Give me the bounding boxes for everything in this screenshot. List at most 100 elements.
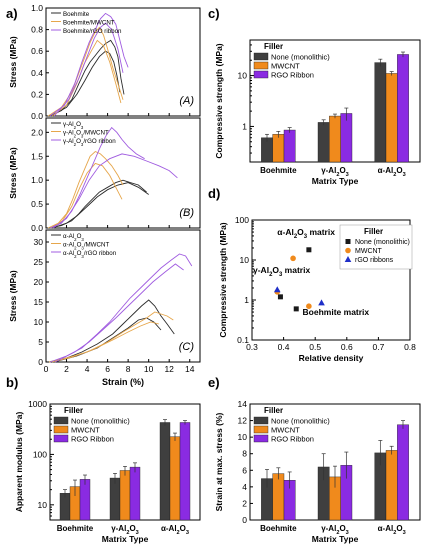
x-tick-label: 8 — [126, 364, 131, 374]
legend-label: γ-Al2O3/MWCNT — [63, 130, 109, 139]
y-tick-label: 10 — [34, 317, 44, 327]
x-tick-label: 4 — [85, 364, 90, 374]
x-tick-label: 10 — [144, 364, 154, 374]
y-axis-label: Compressive strength (MPa) — [218, 222, 228, 337]
y-tick-label: 0.2 — [31, 89, 43, 99]
bar — [374, 62, 387, 163]
subplot-frame — [45, 117, 201, 229]
legend-box — [339, 224, 413, 270]
x-axis-label: Matrix Type — [102, 534, 149, 544]
bar — [119, 470, 131, 521]
y-tick-label: 5 — [38, 337, 43, 347]
data-point — [290, 255, 296, 262]
bar — [272, 473, 285, 521]
y-tick-label: 0 — [38, 357, 43, 367]
y-tick-label: 0.6 — [31, 46, 43, 56]
subplot-tag: (A) — [179, 95, 194, 107]
stress-strain-curve — [49, 179, 147, 229]
legend-label: None (monolithic) — [271, 417, 330, 426]
plot-frame — [251, 219, 411, 341]
subplot-frame — [45, 7, 201, 117]
x-tick-label: 0.8 — [404, 342, 416, 352]
legend-swatch — [53, 416, 69, 425]
stress-strain-subplot-3: 0 5 10 15 20 25 30 α-Al2O3α-Al2O3/MWCNTα-Al2O3/… — [8, 229, 201, 367]
legend-swatch — [253, 425, 269, 434]
y-tick-label: 10 — [238, 71, 248, 81]
legend-label: MWCNT — [271, 426, 300, 435]
x-axis-label: Strain (%) — [102, 377, 144, 387]
category-label: Boehmite — [260, 166, 297, 175]
y-tick-label: 14 — [238, 399, 248, 409]
y-tick-label: 0.0 — [31, 111, 43, 121]
bar — [397, 54, 409, 163]
legend-label: RGO Ribbon — [71, 435, 114, 444]
stress-strain-curve — [49, 253, 193, 363]
legend-label: Boehmite — [63, 11, 90, 18]
bar-chart-e: 0 2 4 6 8 10 12 14 Boehmite γ-Al2O3 α-Al2O3 Matrix … — [214, 399, 421, 544]
stress-strain-curve — [49, 12, 129, 117]
bar-chart-b: 10 100 1000 Boehmite γ-Al2O3 α-Al2O3 Matrix Ty… — [14, 399, 201, 544]
legend-swatch — [53, 425, 69, 434]
category-label: Boehmite — [57, 524, 94, 533]
legend-swatch — [253, 70, 269, 79]
legend-title: Filler — [264, 406, 283, 415]
x-tick-label: 2 — [64, 364, 69, 374]
bar — [129, 466, 141, 521]
x-axis-label: Matrix Type — [312, 176, 359, 186]
legend-swatch — [253, 434, 269, 443]
stress-strain-subplot-2: 0.0 0.5 1.0 1.5 2.0 γ-Al2O3γ-Al2O3/MWCNTγ-Al2… — [8, 117, 201, 233]
x-tick-label: 12 — [164, 364, 174, 374]
x-axis-label: Relative density — [299, 353, 364, 363]
legend-swatch — [253, 416, 269, 425]
region-annotation: γ-Al2O3 matrix — [253, 265, 310, 278]
x-tick-label: 0.5 — [309, 342, 321, 352]
legend-marker — [345, 239, 351, 244]
y-tick-label: 10 — [240, 255, 250, 265]
subplot-frame — [45, 229, 201, 363]
stress-strain-curve — [47, 26, 124, 117]
legend-marker — [344, 256, 352, 262]
panel-label-c: c) — [208, 6, 220, 21]
bar — [159, 422, 171, 521]
y-tick-label: 10 — [238, 432, 248, 442]
legend-label: MWCNT — [271, 62, 300, 71]
panel-label-a: a) — [6, 6, 18, 21]
legend-label: Boehmite/rGO ribbon — [63, 28, 122, 35]
x-tick-label: 6 — [105, 364, 110, 374]
y-axis-label: Stress (MPa) — [8, 147, 18, 199]
data-point — [306, 303, 312, 309]
y-tick-label: 1.5 — [31, 151, 43, 161]
legend-label: γ-Al2O3/rGO ribbon — [63, 138, 116, 147]
stress-strain-curve — [52, 321, 160, 363]
bar — [179, 422, 191, 521]
y-tick-label: 1 — [244, 295, 249, 305]
bar — [329, 115, 341, 163]
bar — [317, 122, 330, 163]
y-tick-label: 100 — [235, 215, 249, 225]
y-tick-label: 10 — [38, 500, 48, 510]
legend-swatch — [253, 52, 269, 61]
y-tick-label: 8 — [242, 449, 247, 459]
y-axis-label: Strain at max. stress (%) — [214, 412, 224, 511]
bar-chart-c: 1 10 Boehmite γ-Al2O3 α-Al2O3 Matrix Type Comp… — [214, 39, 421, 186]
y-tick-label: 12 — [238, 416, 248, 426]
data-point — [318, 299, 325, 306]
bar — [283, 129, 296, 163]
stress-strain-curve — [52, 153, 178, 229]
scatter-chart-d: 0.1 1 10 100 0.3 0.4 0.5 0.6 0.7 0.8 Relative dens… — [218, 215, 416, 363]
legend-label: α-Al2O3 — [63, 233, 84, 242]
legend-title: Filler — [64, 406, 83, 415]
legend-marker — [345, 247, 351, 254]
y-tick-label: 0 — [242, 515, 247, 525]
legend-label: MWCNT — [71, 426, 100, 435]
legend-label: α-Al2O3/MWCNT — [63, 242, 109, 251]
bar — [340, 113, 353, 163]
stress-strain-curve — [48, 39, 125, 117]
panel-label-e: e) — [208, 375, 220, 390]
subplot-tag: (B) — [179, 207, 194, 219]
y-axis-label: Stress (MPa) — [8, 36, 18, 88]
stress-strain-curve — [48, 311, 174, 363]
x-tick-label: 0.4 — [278, 342, 290, 352]
stress-strain-curve — [52, 182, 149, 229]
